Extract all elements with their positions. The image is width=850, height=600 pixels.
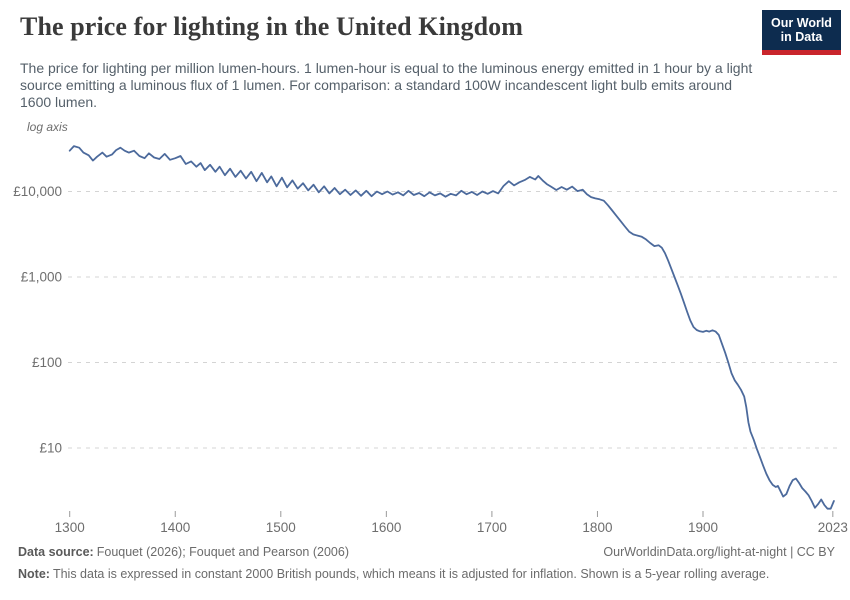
y-tick-label: £10,000 bbox=[13, 184, 62, 199]
y-tick-label: £1,000 bbox=[21, 270, 62, 285]
note-text: This data is expressed in constant 2000 … bbox=[52, 567, 770, 581]
y-tick-label: £100 bbox=[32, 355, 62, 370]
owid-logo[interactable]: Our World in Data bbox=[762, 10, 841, 55]
attribution: OurWorldinData.org/light-at-night | CC B… bbox=[603, 545, 835, 559]
price-line bbox=[68, 145, 835, 510]
x-tick-label: 1300 bbox=[55, 520, 85, 535]
owid-logo-line2: in Data bbox=[780, 30, 823, 45]
note-label: Note: bbox=[18, 567, 50, 581]
x-tick-label: 1800 bbox=[582, 520, 612, 535]
y-tick-label: £10 bbox=[39, 441, 62, 456]
owid-logo-line1: Our World bbox=[771, 16, 832, 30]
chart-footer: Data source: Fouquet (2026); Fouquet and … bbox=[18, 545, 835, 582]
x-tick-label: 1600 bbox=[371, 520, 401, 535]
log-axis-label: log axis bbox=[27, 120, 68, 134]
data-source-text: Fouquet (2026); Fouquet and Pearson (200… bbox=[96, 545, 349, 559]
x-tick-label: 1400 bbox=[160, 520, 190, 535]
data-source-label: Data source: bbox=[18, 545, 94, 559]
x-tick-label: 2023 bbox=[818, 520, 848, 535]
x-tick-label: 1500 bbox=[266, 520, 296, 535]
data-source: Data source: Fouquet (2026); Fouquet and … bbox=[18, 545, 349, 560]
x-tick-label: 1700 bbox=[477, 520, 507, 535]
note: Note: This data is expressed in constant … bbox=[18, 567, 835, 582]
chart-subtitle: The price for lighting per million lumen… bbox=[20, 60, 753, 110]
page-title: The price for lighting in the United Kin… bbox=[20, 12, 524, 41]
x-tick-label: 1900 bbox=[688, 520, 718, 535]
